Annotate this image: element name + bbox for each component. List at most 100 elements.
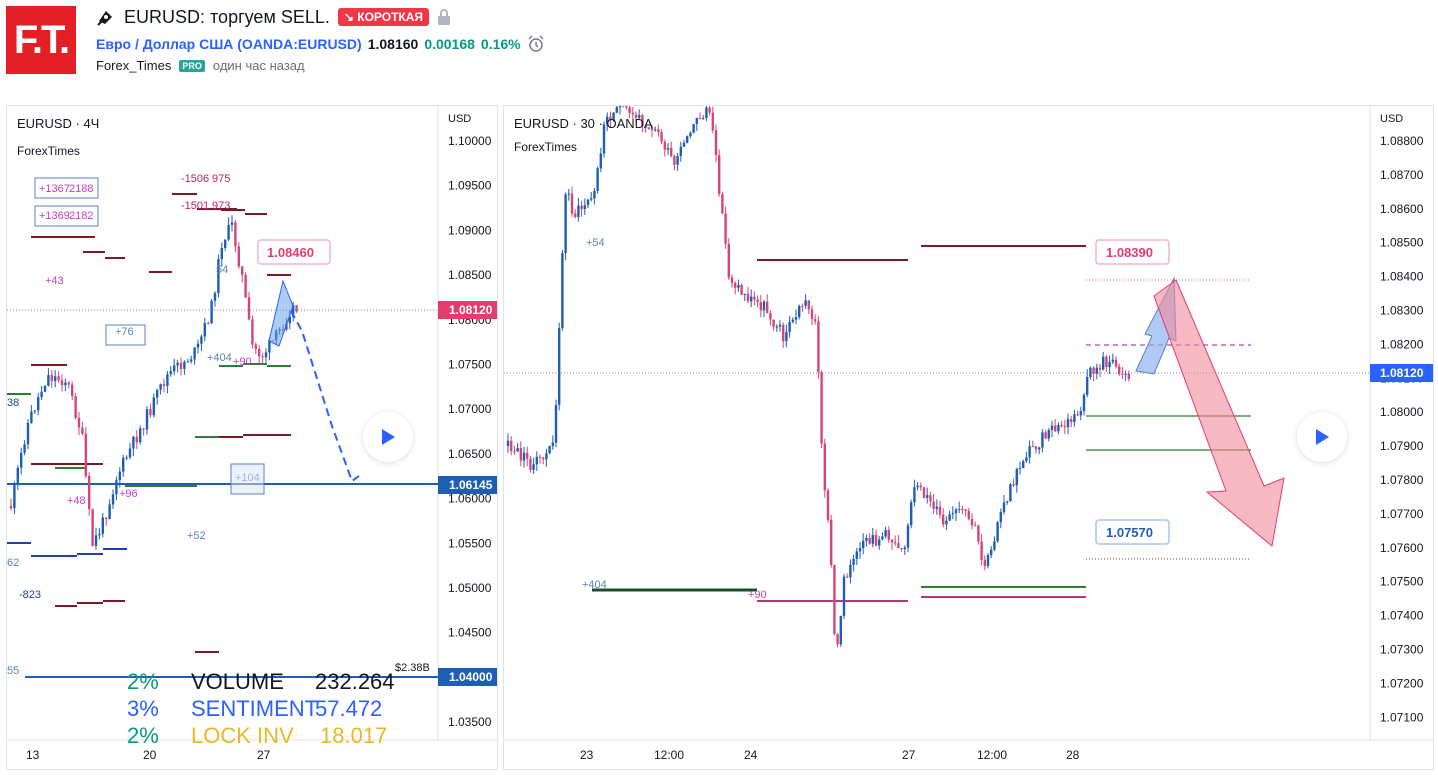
candle-body xyxy=(801,305,804,307)
y-tick-label: 1.09500 xyxy=(448,179,492,193)
candle-body xyxy=(60,380,64,386)
stat-lock-inv: 2% LOCK INV 18.017 xyxy=(127,722,395,749)
symbol-change-pct: 0.16% xyxy=(480,36,521,52)
candle-body xyxy=(868,538,871,544)
play-icon xyxy=(382,429,395,445)
candle-body xyxy=(673,156,676,165)
x-tick-label: 27 xyxy=(257,748,271,762)
candle-body xyxy=(602,124,606,154)
candle-body xyxy=(666,147,670,150)
candle-body xyxy=(625,106,628,108)
play-button-left[interactable] xyxy=(363,412,413,462)
chart-30m-canvas[interactable]: 1.08800 1.08700 1.08600 1.08500 1.08400 1.083… xyxy=(504,106,1433,769)
play-button-right[interactable] xyxy=(1297,412,1347,462)
candle-body xyxy=(50,375,53,382)
candle-body xyxy=(737,284,740,288)
y-tick-label: 1.03500 xyxy=(448,715,492,729)
candle-body xyxy=(30,411,33,423)
y-tick-label: 1.08400 xyxy=(1380,270,1424,284)
candle-body xyxy=(650,127,654,131)
candle-body xyxy=(510,440,513,452)
trade-annotation: +54 xyxy=(586,237,605,249)
idea-title-row: EURUSD: торгуем SELL. ↘ КОРОТКАЯ xyxy=(96,6,451,28)
y-tick-label: 1.08500 xyxy=(448,268,492,282)
x-tick-label: 12:00 xyxy=(977,748,1007,762)
x-tick-label: 12:00 xyxy=(654,748,684,762)
candle-body xyxy=(698,118,702,120)
candle-body xyxy=(40,391,43,398)
y-tick-label: 1.07400 xyxy=(1380,609,1424,623)
candle-body xyxy=(778,324,782,327)
candle-body xyxy=(577,205,580,217)
candle-body xyxy=(98,533,101,536)
candle-body xyxy=(526,452,529,459)
candle-body xyxy=(676,155,679,165)
candle-body xyxy=(874,534,878,546)
y-tick-label: 1.07000 xyxy=(448,402,492,416)
chart-4h-title: EURUSD · 4Ч xyxy=(17,116,100,131)
chart-30m-panel[interactable]: 1.08800 1.08700 1.08600 1.08500 1.08400 1.083… xyxy=(503,105,1434,770)
candle-body xyxy=(826,490,830,520)
candle-body xyxy=(149,409,152,416)
candle-body xyxy=(954,509,958,514)
candle-body xyxy=(156,389,159,398)
candle-body xyxy=(782,324,785,342)
candle-body xyxy=(993,541,996,550)
candle-body xyxy=(558,328,561,405)
candle-body xyxy=(1018,468,1022,470)
candle-body xyxy=(1124,373,1127,375)
price-tag-label: 1.08120 xyxy=(1380,366,1424,380)
chart-4h-canvas[interactable]: 1.100001.095001.090001.085001.080001.075… xyxy=(7,106,497,769)
candle-body xyxy=(986,555,990,567)
candle-body xyxy=(213,293,217,301)
candle-body xyxy=(200,336,203,344)
stat-volume-value: 232.264 xyxy=(315,669,395,694)
candle-body xyxy=(1111,359,1114,362)
x-tick-label: 23 xyxy=(580,748,594,762)
candle-body xyxy=(644,125,647,129)
candle-body xyxy=(193,347,196,360)
stat-sentiment-value: 57.472 xyxy=(315,696,383,721)
candle-body xyxy=(705,107,708,119)
trade-annotation: +43 xyxy=(45,275,64,287)
candle-body xyxy=(111,494,115,505)
candle-body xyxy=(1050,425,1054,430)
candle-body xyxy=(724,213,727,244)
candle-body xyxy=(788,321,791,332)
y-tick-label: 1.07800 xyxy=(1380,473,1424,487)
stat-lock-pct: 2% xyxy=(127,723,159,748)
author-name[interactable]: Forex_Times xyxy=(96,58,172,73)
trade-annotation: +1369 xyxy=(39,210,70,222)
trade-annotation: +76 xyxy=(115,326,134,338)
candle-body xyxy=(1127,373,1130,379)
candle-body xyxy=(1002,502,1006,512)
chart-30m-source: ForexTimes xyxy=(514,140,577,154)
candle-body xyxy=(762,301,766,311)
alarm-clock-icon[interactable] xyxy=(527,35,545,53)
symbol-link[interactable]: Евро / Доллар США (OANDA:EURUSD) xyxy=(96,36,362,52)
candle-body xyxy=(74,396,77,418)
candle-body xyxy=(654,129,657,131)
candle-body xyxy=(210,300,213,324)
candle-body xyxy=(145,409,149,430)
candle-body xyxy=(1047,429,1050,439)
candle-body xyxy=(948,514,951,521)
candle-body xyxy=(186,361,189,363)
y-tick-label: 1.10000 xyxy=(448,134,492,148)
candle-body xyxy=(618,106,622,108)
candle-body xyxy=(1076,414,1079,416)
candle-body xyxy=(894,542,897,544)
candle-body xyxy=(890,539,894,543)
candle-body xyxy=(1022,461,1025,469)
projected-path xyxy=(290,310,360,483)
chart-4h-panel[interactable]: 1.10000 1.09500 1.09000 1.08500 1.08000 1.075… xyxy=(6,105,498,770)
y-tick-label: 1.07600 xyxy=(1380,541,1424,555)
candle-body xyxy=(285,323,288,330)
chart-30m-currency: USD xyxy=(1380,113,1404,125)
candle-body xyxy=(142,428,145,430)
author-logo[interactable]: F.T. xyxy=(6,6,76,74)
candle-body xyxy=(64,382,67,386)
y-tick-label: 1.08500 xyxy=(1380,236,1424,250)
y-tick-label: 1.05000 xyxy=(448,581,492,595)
candle-body xyxy=(756,299,759,303)
